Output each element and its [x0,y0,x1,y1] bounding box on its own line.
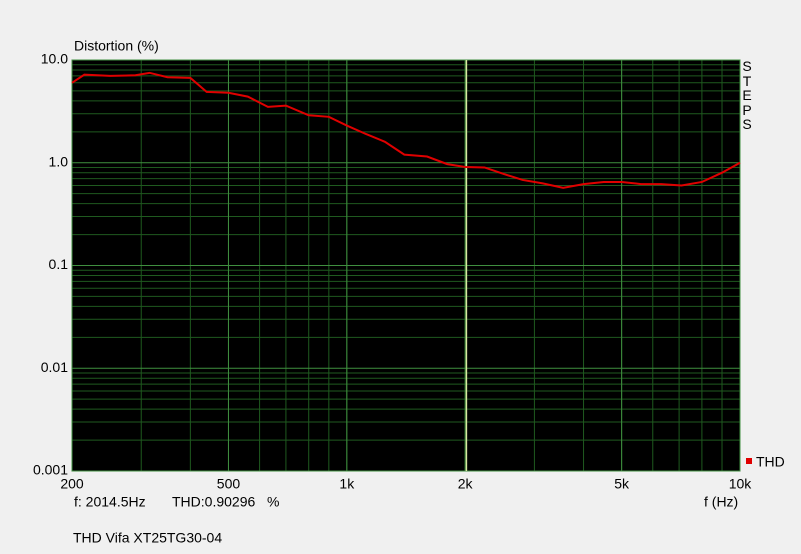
y-tick-label: 0.1 [49,256,69,272]
legend-label: THD [756,454,785,470]
cursor-value: THD:0.90296 % [172,494,279,510]
x-tick-label: 200 [60,476,84,492]
legend-swatch [746,458,752,464]
x-tick-label: 10k [729,476,753,492]
x-axis-title: f (Hz) [704,494,738,510]
x-tick-label: 2k [458,476,474,492]
y-tick-label: 1.0 [49,153,69,169]
x-tick-label: 500 [217,476,241,492]
x-tick-label: 1k [339,476,355,492]
y-tick-label: 10.0 [41,51,68,67]
y-tick-label: 0.001 [33,462,68,478]
footer: THD Vifa XT25TG30-04 [73,530,222,546]
y-tick-label: 0.01 [41,359,68,375]
y-axis-title: Distortion (%) [74,38,159,54]
side-label: STEPS [742,58,752,132]
x-tick-label: 5k [614,476,630,492]
data-line [71,71,741,189]
cursor-freq: f: 2014.5Hz [74,494,146,510]
